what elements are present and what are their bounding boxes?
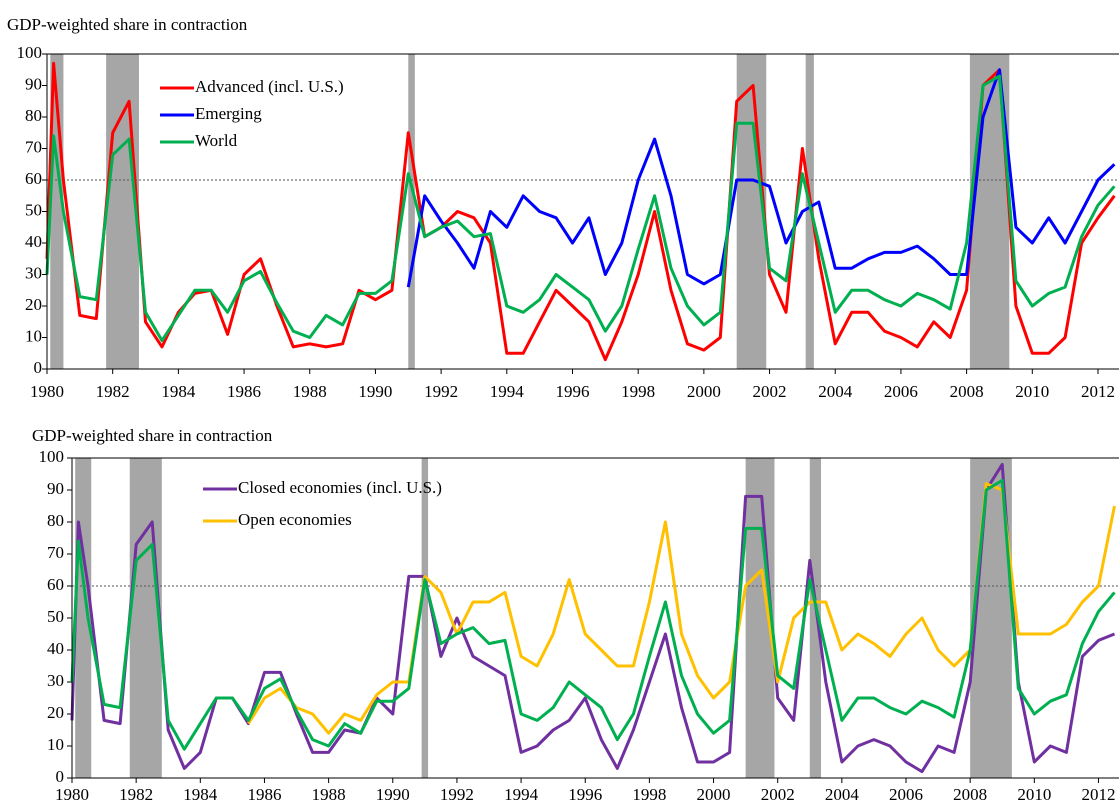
recession-band <box>805 54 814 369</box>
x-tick-label: 1980 <box>30 382 64 401</box>
x-tick-label: 1992 <box>424 382 458 401</box>
series-line <box>45 74 1116 343</box>
recession-band <box>809 458 822 778</box>
legend-label: Emerging <box>195 104 262 123</box>
x-tick-label: 2010 <box>1015 382 1049 401</box>
series-line <box>70 462 1116 774</box>
y-tick-label: 10 <box>25 326 42 345</box>
y-tick-label: 80 <box>47 511 64 530</box>
series-line <box>70 478 1116 751</box>
x-tick-label: 2000 <box>697 785 731 804</box>
y-tick-label: 30 <box>47 671 64 690</box>
y-tick-label: 60 <box>47 575 64 594</box>
recession-band <box>129 458 162 778</box>
y-tick-label: 20 <box>25 295 42 314</box>
x-tick-label: 1992 <box>440 785 474 804</box>
x-tick-label: 1988 <box>293 382 327 401</box>
x-tick-label: 1996 <box>555 382 589 401</box>
x-tick-label: 2006 <box>884 382 918 401</box>
y-tick-label: 90 <box>25 74 42 93</box>
x-tick-label: 2002 <box>761 785 795 804</box>
x-tick-label: 1994 <box>504 785 539 804</box>
x-tick-label: 2000 <box>687 382 721 401</box>
x-tick-label: 1986 <box>247 785 281 804</box>
y-tick-label: 70 <box>25 137 42 156</box>
x-tick-label: 2008 <box>953 785 987 804</box>
y-tick-label: 90 <box>47 479 64 498</box>
x-tick-label: 2004 <box>825 785 860 804</box>
y-tick-label: 50 <box>25 200 42 219</box>
y-tick-label: 50 <box>47 607 64 626</box>
x-tick-label: 1982 <box>119 785 153 804</box>
recession-band <box>408 54 415 369</box>
x-tick-label: 2008 <box>950 382 984 401</box>
x-tick-label: 1990 <box>358 382 392 401</box>
legend-label: Advanced (incl. U.S.) <box>195 77 344 96</box>
x-tick-label: 2012 <box>1081 785 1115 804</box>
recession-band <box>421 458 429 778</box>
chart-title: GDP-weighted share in contraction <box>32 426 273 445</box>
y-tick-label: 70 <box>47 543 64 562</box>
legend-label: World <box>195 131 238 150</box>
x-tick-label: 2012 <box>1081 382 1115 401</box>
legend-label: Open economies <box>238 510 352 529</box>
y-tick-label: 80 <box>25 106 42 125</box>
x-tick-label: 1996 <box>568 785 602 804</box>
y-tick-label: 0 <box>34 358 43 377</box>
x-tick-label: 1998 <box>632 785 666 804</box>
legend-label: Closed economies (incl. U.S.) <box>238 478 442 497</box>
y-tick-label: 0 <box>56 767 65 786</box>
y-tick-label: 100 <box>39 447 65 466</box>
x-tick-label: 1988 <box>312 785 346 804</box>
y-tick-label: 40 <box>25 232 42 251</box>
x-tick-label: 1986 <box>227 382 261 401</box>
y-tick-label: 100 <box>17 43 43 62</box>
x-tick-label: 2002 <box>753 382 787 401</box>
x-tick-label: 1994 <box>490 382 525 401</box>
x-tick-label: 2006 <box>889 785 923 804</box>
y-tick-label: 30 <box>25 263 42 282</box>
x-tick-label: 1984 <box>183 785 218 804</box>
y-tick-label: 40 <box>47 639 64 658</box>
x-tick-label: 1998 <box>621 382 655 401</box>
recession-band <box>736 54 767 369</box>
x-tick-label: 1990 <box>376 785 410 804</box>
chart-title: GDP-weighted share in contraction <box>7 15 248 34</box>
y-tick-label: 10 <box>47 735 64 754</box>
x-tick-label: 1982 <box>96 382 130 401</box>
y-tick-label: 60 <box>25 169 42 188</box>
x-tick-label: 2004 <box>818 382 853 401</box>
recession-band <box>106 54 139 369</box>
x-tick-label: 2010 <box>1017 785 1051 804</box>
x-tick-label: 1984 <box>161 382 196 401</box>
y-tick-label: 20 <box>47 703 64 722</box>
x-tick-label: 1980 <box>55 785 89 804</box>
